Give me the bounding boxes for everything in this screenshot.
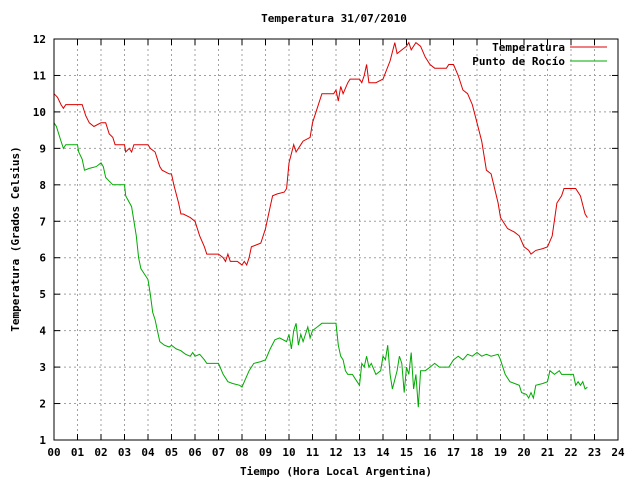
y-tick-label: 3: [39, 361, 46, 374]
x-tick-label: 17: [447, 446, 460, 459]
x-tick-label: 19: [494, 446, 507, 459]
x-tick-label: 16: [423, 446, 437, 459]
x-tick-label: 23: [588, 446, 601, 459]
y-tick-label: 7: [39, 215, 46, 228]
chart-title: Temperatura 31/07/2010: [261, 12, 407, 25]
x-tick-label: 03: [118, 446, 131, 459]
x-tick-label: 22: [564, 446, 577, 459]
x-tick-label: 14: [376, 446, 390, 459]
x-tick-label: 13: [353, 446, 366, 459]
y-tick-label: 6: [39, 252, 46, 265]
x-tick-label: 00: [47, 446, 60, 459]
x-tick-label: 05: [165, 446, 178, 459]
x-tick-label: 21: [541, 446, 555, 459]
x-axis-label: Tiempo (Hora Local Argentina): [240, 465, 432, 478]
x-tick-label: 24: [611, 446, 625, 459]
x-tick-label: 08: [235, 446, 248, 459]
x-tick-label: 15: [400, 446, 413, 459]
x-axis-ticks: 00 01 02 03 04 05 06 07 08 09 10 11 12 13 14 15 16 17 18 19…: [47, 39, 625, 459]
series-line-temperatura: [53, 41, 588, 267]
x-tick-label: 12: [329, 446, 342, 459]
y-tick-label: 1: [39, 434, 46, 447]
y-tick-label: 10: [33, 106, 46, 119]
y-axis-label: Temperatura (Grados Celsius): [9, 146, 22, 331]
x-tick-label: 07: [212, 446, 225, 459]
y-tick-label: 12: [33, 33, 46, 46]
legend-label: Temperatura: [492, 41, 565, 54]
x-tick-label: 18: [470, 446, 483, 459]
x-tick-label: 02: [94, 446, 107, 459]
y-tick-label: 11: [33, 69, 47, 82]
y-tick-label: 5: [39, 288, 46, 301]
series-line-punto-de-rocio: [53, 122, 588, 408]
series-lines: [53, 41, 588, 408]
x-tick-label: 10: [282, 446, 295, 459]
y-tick-label: 9: [39, 142, 46, 155]
x-tick-label: 09: [259, 446, 272, 459]
y-tick-label: 8: [39, 179, 46, 192]
y-tick-label: 4: [39, 325, 46, 338]
x-tick-label: 06: [188, 446, 202, 459]
x-tick-label: 20: [517, 446, 530, 459]
x-tick-label: 04: [141, 446, 155, 459]
legend-label: Punto de Rocío: [472, 55, 565, 68]
grid: [54, 39, 618, 440]
x-tick-label: 01: [71, 446, 85, 459]
x-tick-label: 11: [306, 446, 320, 459]
y-tick-label: 2: [39, 398, 46, 411]
plot-frame: [53, 38, 619, 441]
